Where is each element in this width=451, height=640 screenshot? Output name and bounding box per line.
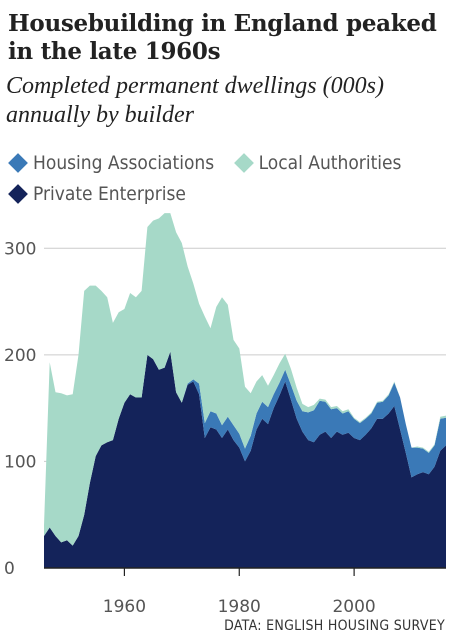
legend-label-private-enterprise: Private Enterprise — [33, 183, 186, 205]
x-tick-label-1960: 1960 — [103, 597, 146, 617]
legend-item-private-enterprise: Private Enterprise — [6, 179, 186, 209]
area-housing-associations — [44, 351, 446, 546]
y-tick-label-200: 200 — [4, 346, 36, 366]
legend-label-local-authorities: Local Authorities — [258, 152, 402, 174]
area-local-authorities — [44, 213, 446, 546]
chart-subtitle: Completed permanent dwellings (000s) ann… — [6, 73, 384, 128]
chart-title: Housebuilding in England peaked in the l… — [8, 10, 437, 65]
y-tick-label-0: 0 — [4, 559, 15, 579]
y-tick-label-300: 300 — [4, 239, 36, 259]
source-note: DATA: ENGLISH HOUSING SURVEY — [224, 618, 445, 634]
x-tick-label-1980: 1980 — [218, 597, 261, 617]
legend-item-local-authorities: Local Authorities — [232, 148, 402, 178]
y-tick-label-100: 100 — [4, 452, 36, 472]
legend-item-housing-associations: Housing Associations — [6, 148, 214, 178]
area-private-enterprise — [44, 351, 446, 568]
x-tick-label-2000: 2000 — [332, 597, 375, 617]
legend-label-housing-associations: Housing Associations — [33, 152, 215, 174]
legend: Housing Associations Local Authorities P… — [6, 148, 446, 210]
